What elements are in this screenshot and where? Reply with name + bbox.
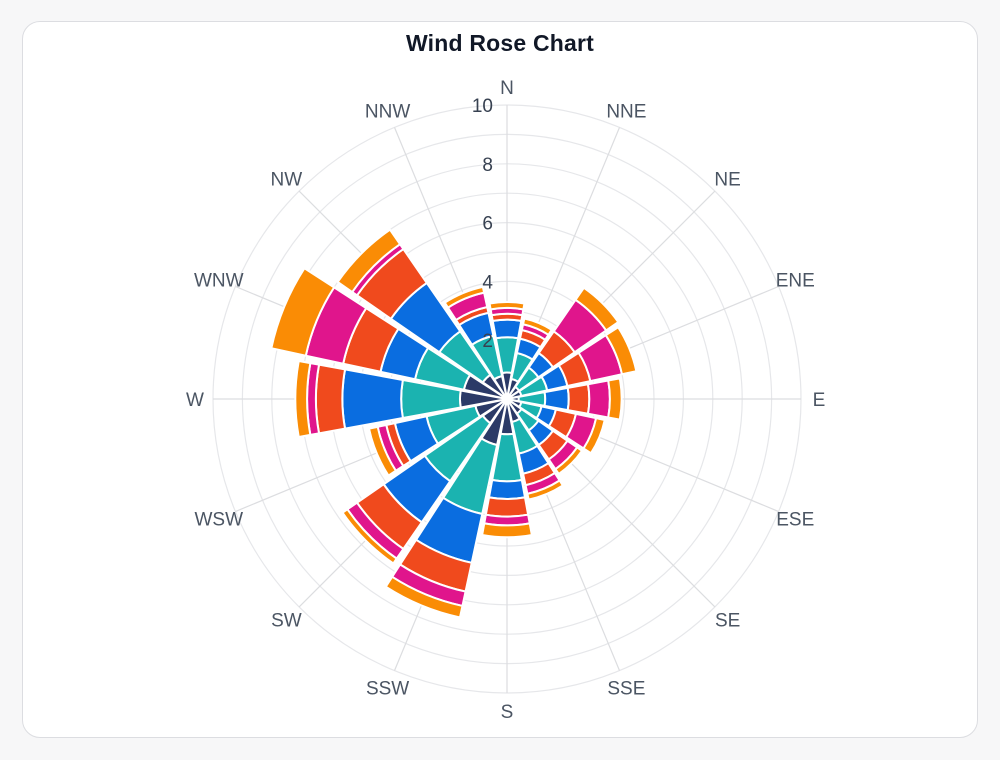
direction-label-wnw: WNW [194,271,244,292]
bar-segment-n-2 [491,318,523,340]
direction-label-ene: ENE [776,271,815,292]
direction-label-sw: SW [271,611,302,632]
bar-segment-s-5 [481,522,533,539]
bar-segment-ese-5 [582,417,606,455]
radial-tick-labels: 2 4 6 8 10 [472,96,494,352]
bar-segment-wnw-5 [270,267,336,357]
bar-segment-wsw-5 [368,425,397,477]
bar-segment-nnw-5 [443,285,486,309]
direction-label-ssw: SSW [366,678,409,699]
direction-labels: N NNE NE ENE E ESE SE SSE S SSW SW WSW W WNW NW NNW [186,78,825,723]
direction-label-ese: ESE [776,509,814,530]
direction-label-s: S [501,702,514,723]
direction-label-e: E [813,390,826,411]
bar-segment-ssw-5 [384,575,464,619]
direction-label-nne: NNE [606,102,646,123]
direction-label-ne: NE [714,169,740,190]
radial-tick-label: 6 [482,214,493,235]
bar-segment-s-3 [484,496,530,518]
radial-tick-label: 4 [482,272,493,293]
bar-segment-sw-5 [341,508,398,565]
direction-label-w: W [186,390,204,411]
bar-segment-sse-5 [526,479,564,501]
radial-tick-label: 10 [472,96,493,117]
direction-label-se: SE [715,611,740,632]
radial-tick-label: 8 [482,155,493,176]
radial-tick-label: 2 [482,331,493,352]
bar-segment-e-4 [586,379,611,419]
direction-label-sse: SSE [607,678,645,699]
direction-label-nnw: NNW [365,102,410,123]
bar-segment-se-5 [554,446,583,475]
bar-segment-nne-5 [522,317,553,336]
bar-segment-w-5 [294,359,312,439]
bar-segment-n-5 [488,301,526,311]
bar-segment-nw-5 [336,228,402,294]
stacked-bars [270,228,638,619]
bar-segment-e-5 [607,377,623,421]
direction-label-nw: NW [271,169,303,190]
direction-label-n: N [500,78,514,99]
bar-segment-w-2 [341,368,404,430]
chart-title: Wind Rose Chart [405,30,595,56]
bar-segment-e-2 [543,386,570,412]
direction-label-wsw: WSW [194,509,243,530]
bar-segment-ne-5 [574,286,620,332]
bar-segment-s-2 [488,478,526,500]
bar-segment-w-3 [314,363,347,435]
bar-segment-ene-5 [604,326,638,376]
bar-segment-e-3 [566,383,591,415]
